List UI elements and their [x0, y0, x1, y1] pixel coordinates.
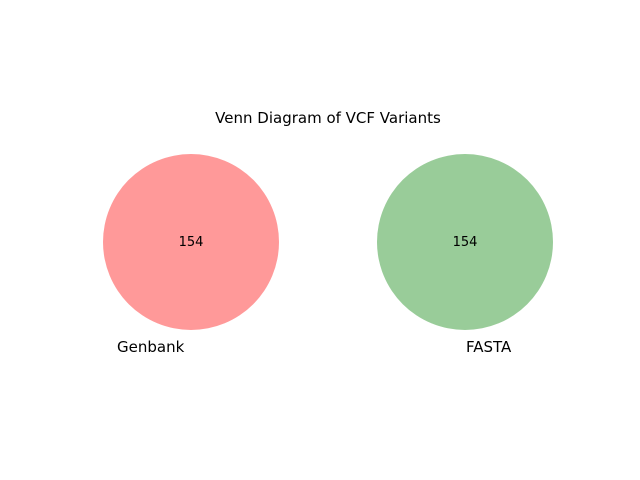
- set-count-fasta: 154: [453, 235, 478, 250]
- set-circle-fasta: [377, 154, 553, 330]
- diagram-title: Venn Diagram of VCF Variants: [215, 109, 441, 127]
- set-label-genbank: Genbank: [117, 338, 185, 356]
- set-label-fasta: FASTA: [466, 338, 512, 356]
- set-circle-genbank: [103, 154, 279, 330]
- set-count-genbank: 154: [179, 235, 204, 250]
